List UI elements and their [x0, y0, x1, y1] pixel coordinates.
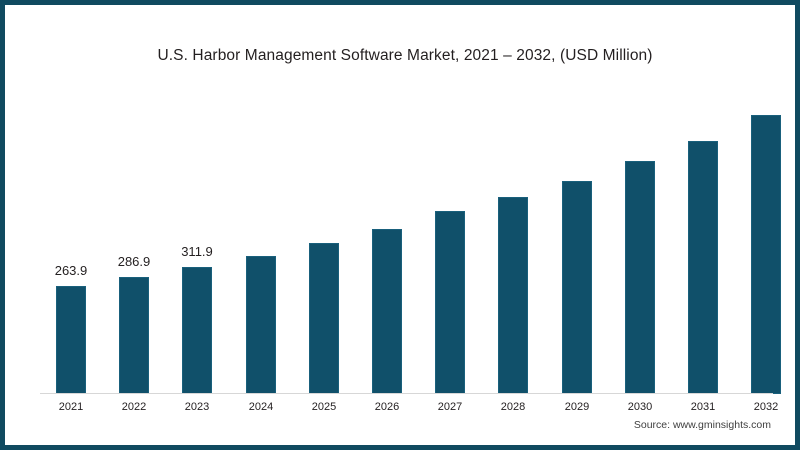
bar-2023[interactable]: [182, 267, 212, 394]
bar-slot: [482, 100, 544, 394]
bar-value-label-2022: 286.9: [117, 254, 151, 269]
x-tick-label-2027: 2027: [437, 401, 463, 413]
x-tick-label-2026: 2026: [374, 401, 400, 413]
bar-slot: [735, 100, 797, 394]
source-attribution: Source: www.gminsights.com: [633, 419, 771, 431]
bar-slot: [293, 100, 355, 394]
x-tick-label-2022: 2022: [121, 401, 147, 413]
bar-value-label-2021: 263.9: [54, 263, 88, 278]
chart-title: U.S. Harbor Management Software Market, …: [157, 47, 653, 64]
x-tick-label-2032: 2032: [753, 401, 779, 413]
x-tick-label-2023: 2023: [184, 401, 210, 413]
bar-2031[interactable]: [688, 141, 718, 394]
x-tick-label-2029: 2029: [564, 401, 590, 413]
bar-2022[interactable]: [119, 277, 149, 394]
bar-2030[interactable]: [625, 161, 655, 394]
x-tick-label-2028: 2028: [500, 401, 526, 413]
bar-slot: [546, 100, 608, 394]
x-axis-line: [40, 393, 773, 394]
bar-2025[interactable]: [309, 243, 339, 394]
x-tick-label-2024: 2024: [248, 401, 274, 413]
bar-slot: [356, 100, 418, 394]
bar-slot: 311.9: [166, 100, 228, 394]
bar-slot: [230, 100, 292, 394]
bar-2027[interactable]: [435, 211, 465, 394]
bar-slot: 263.9: [40, 100, 102, 394]
bar-2028[interactable]: [498, 197, 528, 394]
bar-slot: [419, 100, 481, 394]
bar-2021[interactable]: [56, 286, 86, 394]
plot-area: 263.9 286.9 311.9: [40, 100, 781, 394]
x-tick-label-2021: 2021: [58, 401, 84, 413]
bar-2029[interactable]: [562, 181, 592, 394]
bar-2032[interactable]: [751, 115, 781, 394]
bar-slot: [609, 100, 671, 394]
bar-2024[interactable]: [246, 256, 276, 394]
bar-2026[interactable]: [372, 229, 402, 394]
x-tick-label-2025: 2025: [311, 401, 337, 413]
x-tick-label-2031: 2031: [690, 401, 716, 413]
x-tick-label-2030: 2030: [627, 401, 653, 413]
bar-value-label-2023: 311.9: [181, 244, 213, 259]
bar-slot: [672, 100, 734, 394]
bar-slot: 286.9: [103, 100, 165, 394]
